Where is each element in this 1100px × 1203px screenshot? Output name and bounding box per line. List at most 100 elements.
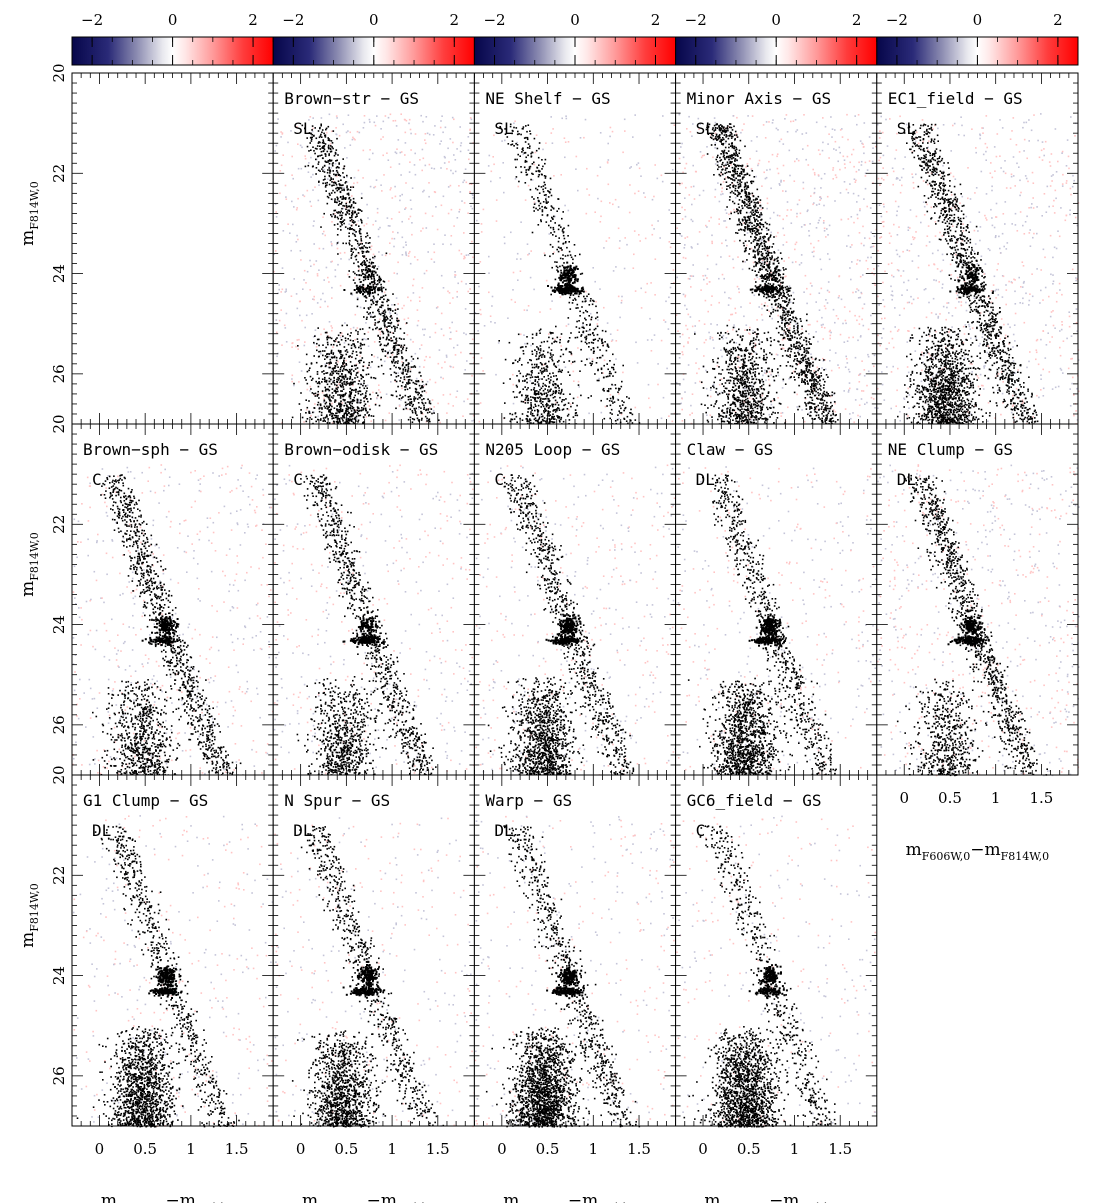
hess-pixel [396, 319, 398, 322]
hess-pixel [524, 161, 527, 163]
hess-pixel [467, 290, 469, 293]
hess-pixel [405, 241, 407, 244]
hess-pixel [373, 278, 375, 280]
hess-pixel [552, 383, 554, 386]
hess-pixel [334, 401, 336, 403]
hess-pixel [344, 198, 347, 200]
hess-pixel [646, 339, 649, 341]
hess-pixel [327, 137, 329, 139]
hess-pixel [518, 133, 520, 135]
hess-pixel [456, 290, 458, 293]
hess-pixel [631, 422, 634, 424]
hess-pixel [358, 360, 360, 362]
hess-pixel [574, 268, 576, 271]
hess-pixel [318, 184, 320, 186]
hess-pixel [867, 370, 870, 373]
hess-pixel [363, 255, 366, 257]
hess-pixel [354, 235, 357, 237]
hess-pixel [359, 232, 361, 235]
hess-pixel [314, 127, 316, 129]
hess-pixel [401, 356, 403, 358]
hess-pixel [346, 174, 348, 177]
hess-pixel [416, 380, 418, 383]
hess-pixel [363, 333, 366, 335]
hess-pixel [379, 328, 381, 331]
hess-pixel [336, 337, 338, 339]
hess-pixel [551, 421, 554, 423]
hess-pixel [319, 145, 321, 147]
hess-pixel [334, 201, 336, 203]
hess-pixel [414, 366, 417, 368]
hess-pixel [420, 230, 422, 232]
hess-pixel [297, 238, 299, 241]
hess-pixel [434, 323, 437, 325]
hess-pixel [348, 223, 350, 225]
hess-pixel [395, 125, 398, 127]
hess-pixel [316, 395, 319, 397]
hess-pixel [349, 378, 351, 380]
hess-pixel [402, 373, 404, 375]
hess-pixel [617, 227, 620, 230]
hess-pixel [368, 295, 371, 297]
hess-pixel [337, 228, 339, 230]
hess-pixel [787, 406, 789, 409]
hess-pixel [338, 163, 340, 165]
hess-pixel [358, 362, 361, 364]
hess-pixel [343, 378, 346, 380]
hess-pixel [564, 403, 567, 406]
hess-pixel [711, 242, 713, 245]
hess-pixel [682, 293, 685, 296]
hess-pixel [442, 377, 444, 380]
hess-pixel [537, 367, 539, 369]
hess-pixel [413, 400, 416, 402]
hess-pixel [351, 214, 353, 217]
hess-pixel [551, 246, 554, 248]
hess-pixel [446, 412, 448, 414]
hess-pixel [349, 219, 352, 222]
hess-pixel [563, 399, 565, 401]
hess-pixel [344, 182, 347, 184]
hess-pixel [563, 269, 566, 272]
hess-pixel [754, 346, 756, 348]
hess-pixel [612, 353, 614, 356]
hess-pixel [650, 350, 653, 352]
hess-pixel [275, 144, 278, 147]
hess-pixel [342, 362, 344, 364]
hess-pixel [391, 332, 394, 334]
hess-pixel [413, 398, 415, 400]
hess-pixel [361, 246, 363, 249]
hess-pixel [409, 368, 412, 370]
hess-pixel [779, 184, 781, 186]
hess-pixel [350, 250, 352, 252]
hess-pixel [569, 266, 572, 269]
hess-pixel [313, 263, 315, 266]
hess-pixel [593, 334, 595, 337]
hess-pixel [650, 282, 652, 284]
hess-pixel [334, 390, 337, 393]
hess-pixel [344, 197, 346, 199]
hess-pixel [576, 320, 578, 323]
hess-pixel [428, 133, 431, 136]
hess-pixel [355, 284, 358, 287]
hess-pixel [542, 188, 544, 191]
hess-pixel [654, 294, 656, 296]
hess-pixel [459, 126, 461, 128]
hess-pixel [300, 409, 302, 411]
hess-pixel [408, 376, 410, 378]
hess-pixel [537, 197, 539, 199]
hess-pixel [557, 198, 560, 200]
hess-pixel [387, 280, 390, 282]
hess-pixel [526, 419, 529, 421]
hess-pixel [315, 137, 318, 140]
hess-pixel [355, 274, 358, 276]
hess-pixel [404, 366, 406, 369]
hess-pixel [564, 274, 567, 277]
hess-pixel [593, 339, 595, 341]
hess-pixel [350, 410, 353, 412]
hess-pixel [344, 226, 347, 228]
hess-pixel [433, 261, 436, 263]
hess-pixel [542, 398, 544, 400]
hess-pixel [320, 123, 322, 126]
hess-pixel [333, 209, 335, 212]
hess-pixel [335, 167, 338, 169]
